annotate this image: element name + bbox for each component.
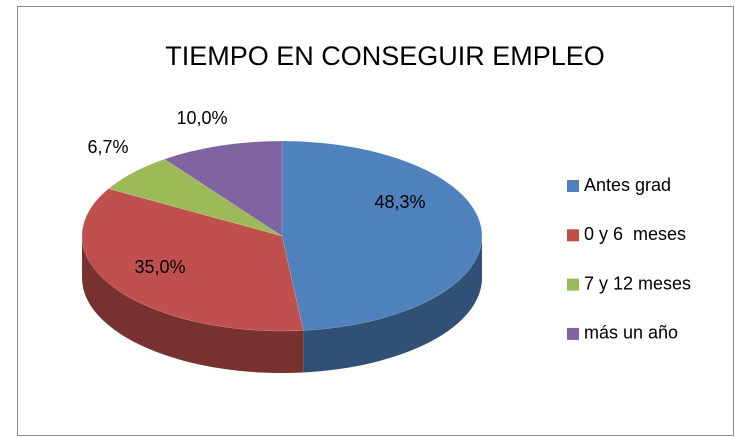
- legend-label: más un año: [584, 323, 678, 343]
- pie-slice: [163, 140, 283, 237]
- data-label: 35,0%: [134, 257, 185, 277]
- data-label: 10,0%: [176, 108, 227, 128]
- pie-slice: [108, 158, 283, 237]
- pie-slice: [281, 140, 483, 331]
- legend-swatch: [567, 278, 579, 291]
- pie-slice-side: [303, 236, 482, 373]
- legend-swatch: [567, 327, 579, 340]
- data-label: 48,3%: [374, 192, 425, 212]
- legend-swatch: [567, 229, 579, 242]
- legend-swatch: [567, 180, 579, 192]
- legend-label: Antes grad: [584, 175, 671, 195]
- legend-label: 7 y 12 meses: [584, 273, 691, 293]
- chart-title: TIEMPO EN CONSEGUIR EMPLEO: [165, 41, 605, 71]
- pie-slice-side: [82, 236, 304, 374]
- pie-slice: [81, 188, 304, 332]
- data-label: 6,7%: [87, 137, 128, 157]
- legend-label: 0 y 6 meses: [584, 224, 686, 244]
